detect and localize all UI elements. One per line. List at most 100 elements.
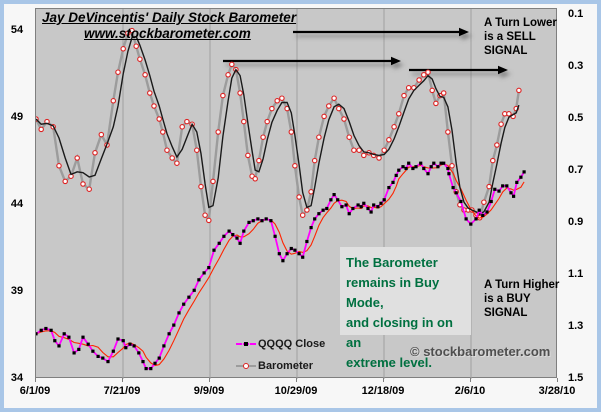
barometer-marker <box>174 160 180 166</box>
qqqq-marker <box>247 220 251 224</box>
qqqq-marker <box>217 241 221 245</box>
qqqq-marker <box>197 278 201 282</box>
x-tick-label: 3/28/10 <box>538 385 576 397</box>
qqqq-marker <box>144 367 148 371</box>
barometer-marker <box>391 124 397 130</box>
barometer-marker <box>421 72 427 78</box>
qqqq-marker <box>404 166 408 171</box>
barometer-marker <box>331 95 337 101</box>
barometer-marker <box>494 142 500 148</box>
barometer-marker <box>449 163 455 169</box>
barometer-marker <box>110 98 117 104</box>
qqqq-marker <box>177 311 181 315</box>
qqqq-marker <box>407 161 411 165</box>
qqqq-marker <box>187 295 191 299</box>
barometer-marker <box>160 129 166 135</box>
qqqq-marker <box>153 361 157 365</box>
qqqq-marker <box>394 173 398 177</box>
barometer-marker <box>356 147 362 153</box>
qqqq-marker <box>401 165 405 169</box>
barometer-marker <box>445 129 451 135</box>
barometer-marker <box>341 116 347 122</box>
qqqq-marker <box>305 239 309 244</box>
barometer-marker <box>269 105 275 112</box>
barometer-marker <box>133 43 139 49</box>
arrowhead-icon <box>391 56 401 66</box>
qqqq-marker <box>106 360 110 364</box>
qqqq-marker <box>124 346 128 350</box>
qqqq-line-swatch <box>236 340 256 348</box>
qqqq-marker <box>207 266 211 270</box>
qqqq-marker <box>277 252 281 256</box>
x-axis-tick <box>209 378 210 382</box>
qqqq-marker <box>387 186 391 190</box>
qqqq-marker <box>356 203 360 207</box>
qqqq-marker <box>419 161 423 165</box>
x-axis-tick <box>296 378 297 382</box>
qqqq-marker <box>436 165 440 169</box>
buy-mode-note-box: The Barometer remains in Buy Mode, and c… <box>340 247 471 370</box>
barometer-marker <box>274 98 280 104</box>
barometer-marker <box>336 105 342 112</box>
qqqq-marker <box>336 198 340 202</box>
chart-canvas <box>36 9 526 379</box>
legend-label-qqqq: QQQQ Close <box>258 338 326 350</box>
qqqq-marker <box>397 168 401 172</box>
barometer-marker <box>376 155 382 161</box>
barometer-marker <box>304 207 310 213</box>
barometer-marker <box>142 72 148 78</box>
square-marker-icon <box>244 342 248 346</box>
barometer-marker <box>184 118 190 125</box>
arrowhead-icon <box>498 65 508 75</box>
y-left-tick-label: 39 <box>10 285 24 297</box>
qqqq-marker <box>231 233 235 237</box>
qqqq-marker <box>91 349 95 353</box>
qqqq-marker <box>238 241 242 245</box>
qqqq-marker <box>162 344 166 348</box>
qqqq-marker <box>149 367 153 371</box>
x-axis-tick <box>35 378 36 382</box>
qqqq-marker <box>366 206 370 211</box>
x-tick-label: 7/21/09 <box>103 385 141 397</box>
barometer-marker <box>38 126 44 133</box>
x-tick-label: 12/18/09 <box>361 385 405 397</box>
y-right-tick-label: 0.9 <box>568 215 584 228</box>
barometer-marker <box>326 103 332 109</box>
qqqq-marker <box>493 187 497 191</box>
barometer-marker <box>490 157 496 164</box>
barometer-marker <box>396 111 402 117</box>
y-right-tick-label: 1.3 <box>568 319 584 332</box>
qqqq-marker <box>422 166 426 171</box>
barometer-marker <box>481 199 487 205</box>
barometer-marker <box>288 129 295 135</box>
x-tick-label: 6/1/09 <box>19 385 51 397</box>
trend-arrow <box>223 56 401 66</box>
barometer-marker <box>86 186 92 192</box>
qqqq-marker <box>77 347 81 351</box>
qqqq-marker <box>96 354 100 358</box>
barometer-marker <box>405 85 412 91</box>
chart-title-url: www.stockbarometer.com <box>84 26 251 41</box>
buy-signal-annotation: A Turn Higher is a BUY SIGNAL <box>484 279 560 319</box>
chart-title-line1: Jay DeVincentis' Daily Stock Barometer <box>42 10 297 25</box>
qqqq-marker <box>414 165 418 169</box>
qqqq-marker <box>313 217 317 221</box>
barometer-marker <box>351 147 357 153</box>
barometer-marker <box>292 163 298 169</box>
qqqq-marker <box>376 205 380 209</box>
barometer-marker <box>401 92 407 99</box>
qqqq-marker <box>474 217 478 221</box>
qqqq-marker <box>429 165 433 169</box>
qqqq-marker <box>489 199 493 204</box>
y-right-tick-label: 1.1 <box>568 267 584 280</box>
qqqq-marker <box>447 172 451 176</box>
barometer-marker <box>92 150 98 156</box>
qqqq-marker <box>273 234 277 238</box>
qqqq-marker <box>340 205 344 209</box>
barometer-marker <box>237 90 243 96</box>
smoothing-line <box>36 35 520 216</box>
qqqq-marker <box>49 328 53 332</box>
qqqq-marker <box>172 323 176 327</box>
qqqq-marker <box>451 186 455 190</box>
barometer-marker <box>433 100 439 107</box>
